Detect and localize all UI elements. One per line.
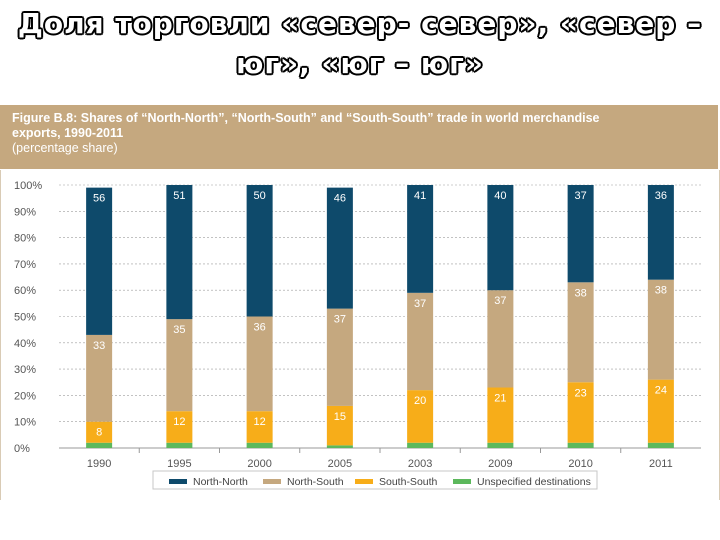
legend-swatch: [263, 479, 281, 484]
bar-segment: [567, 185, 594, 283]
data-label: 12: [173, 416, 185, 428]
x-tick-label: 2000: [247, 458, 271, 470]
legend-box: [152, 470, 598, 490]
data-label: 37: [334, 314, 346, 326]
legend-swatch: [355, 479, 373, 484]
data-label: 51: [173, 190, 185, 202]
bar-segment: [86, 334, 113, 422]
legend-swatch: [169, 479, 187, 484]
bar-segment: [407, 185, 434, 293]
bar-segment: [326, 308, 353, 406]
bar-segment: [86, 187, 113, 335]
y-tick-label: 0%: [14, 443, 30, 455]
y-tick-label: 10%: [14, 417, 36, 429]
x-tick-label: 1990: [87, 458, 111, 470]
y-tick-label: 100%: [14, 180, 42, 192]
data-label: 33: [93, 340, 105, 352]
bar-segment: [487, 185, 514, 291]
data-label: 38: [655, 285, 667, 297]
bar-segment: [647, 185, 674, 280]
x-tick-label: 2003: [408, 458, 432, 470]
data-label: 20: [414, 395, 426, 407]
data-label: 37: [494, 295, 506, 307]
data-label: 36: [655, 190, 667, 202]
bar-segment: [567, 382, 594, 443]
bar-segment: [487, 290, 514, 388]
legend-label: Unspecified destinations: [477, 476, 591, 488]
data-label: 40: [494, 190, 506, 202]
bar-segment: [487, 387, 514, 443]
y-tick-label: 50%: [14, 312, 36, 324]
x-tick-label: 2011: [649, 458, 673, 470]
bar-segment: [326, 445, 353, 448]
data-label: 50: [254, 190, 266, 202]
stacked-bar-chart: 0% 10% 20% 30% 40% 50% 60% 70% 80% 90% 100% 8 33 56 19…: [14, 180, 701, 490]
bar-segment: [246, 185, 273, 317]
figure-header: Figure B.8: Shares of “North-North”, “No…: [0, 105, 718, 169]
bar-segment: [86, 421, 113, 443]
data-label: 12: [254, 416, 266, 428]
bar-segment: [647, 279, 674, 380]
data-label: 56: [93, 193, 105, 205]
bar-segment: [166, 185, 193, 320]
legend-label: North-South: [287, 476, 344, 488]
data-label: 21: [494, 393, 506, 405]
legend-swatch: [453, 479, 471, 484]
bar-segment: [86, 442, 113, 448]
bar-segment: [326, 187, 353, 309]
bar-segment: [487, 442, 514, 448]
data-label: 37: [575, 190, 587, 202]
y-tick-label: 60%: [14, 285, 36, 297]
y-tick-label: 20%: [14, 390, 36, 402]
slide-title: Доля торговли «север- север», «север – ю…: [0, 4, 720, 84]
bar-segment: [567, 282, 594, 383]
data-label: 15: [334, 411, 346, 423]
y-tick-label: 40%: [14, 338, 36, 350]
x-tick-label: 2005: [328, 458, 352, 470]
slide-title-line-1: Доля торговли «север- север», «север –: [17, 7, 703, 40]
data-label: 24: [655, 385, 667, 397]
legend-label: South-South: [379, 476, 438, 488]
bar-segment: [246, 442, 273, 448]
bar-segment: [166, 411, 193, 443]
data-label: 36: [254, 322, 266, 334]
y-tick-label: 90%: [14, 206, 36, 218]
figure-title-line-1: Figure B.8: Shares of “North-North”, “No…: [12, 111, 600, 125]
data-label: 37: [414, 298, 426, 310]
bar-segment: [246, 411, 273, 443]
bar-segment: [166, 319, 193, 412]
bar-segment: [647, 442, 674, 448]
x-tick-label: 1995: [167, 458, 191, 470]
bar-segment: [326, 405, 353, 446]
legend-label: North-North: [193, 476, 248, 488]
data-label: 41: [414, 190, 426, 202]
bar-segment: [166, 442, 193, 448]
data-label: 35: [173, 324, 185, 336]
x-tick-label: 2009: [488, 458, 512, 470]
data-label: 8: [96, 427, 102, 439]
bar-segment: [647, 379, 674, 443]
data-label: 38: [575, 287, 587, 299]
x-tick-label: 2010: [568, 458, 592, 470]
bar-segment: [246, 316, 273, 412]
y-tick-label: 80%: [14, 233, 36, 245]
data-label: 46: [334, 193, 346, 205]
chart-panel: 0% 10% 20% 30% 40% 50% 60% 70% 80% 90% 100% 8 33 56 19…: [0, 170, 720, 500]
slide-title-line-2: юг», «юг – юг»: [236, 47, 484, 80]
data-label: 23: [575, 387, 587, 399]
bar-segment: [407, 442, 434, 448]
bar-segment: [407, 390, 434, 443]
y-tick-label: 30%: [14, 364, 36, 376]
figure-subtitle: (percentage share): [12, 141, 118, 155]
bar-segment: [407, 292, 434, 391]
bar-segment: [567, 442, 594, 448]
y-tick-label: 70%: [14, 259, 36, 271]
figure-title-line-2: exports, 1990-2011: [12, 126, 124, 140]
